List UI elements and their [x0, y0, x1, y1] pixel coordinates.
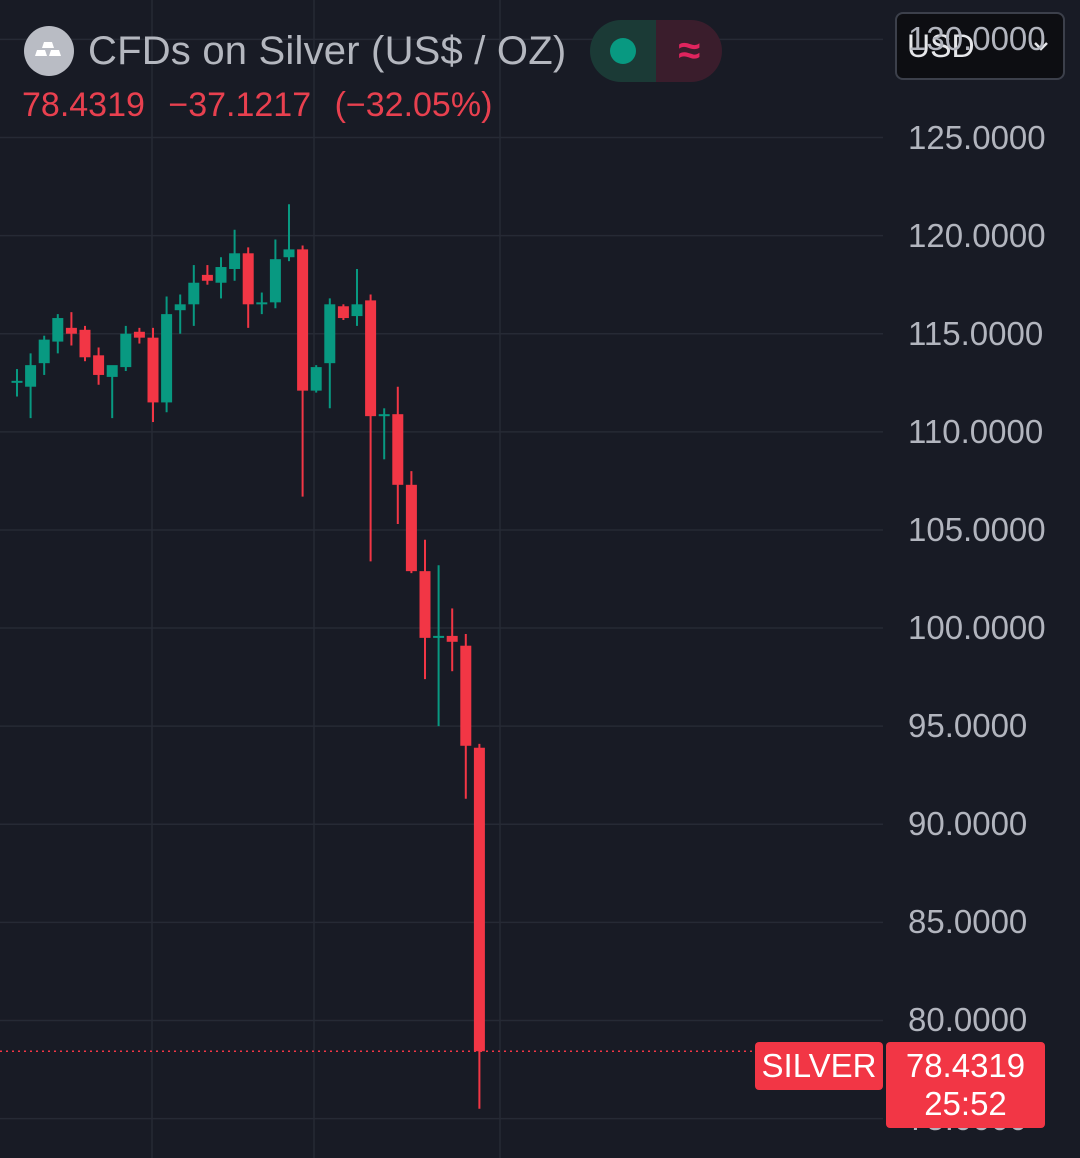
candle — [473, 743, 485, 1109]
candle-body — [133, 331, 145, 338]
candle — [25, 353, 37, 419]
candle — [446, 608, 458, 672]
candle-body — [351, 304, 363, 317]
delayed-data-wave-icon: ≈ — [678, 29, 701, 73]
chevron-down-icon — [1033, 41, 1049, 51]
candle — [283, 204, 295, 262]
candle-body — [337, 306, 349, 319]
y-tick-label: 90.0000 — [908, 805, 1028, 843]
candle-body — [324, 304, 336, 364]
candle-body — [174, 304, 186, 311]
market-status-pill[interactable]: ≈ — [590, 20, 723, 82]
candle-body — [446, 635, 458, 642]
candle — [147, 327, 159, 423]
candle — [65, 312, 77, 346]
last-price-symbol-label: SILVER — [755, 1042, 883, 1090]
candle-body — [229, 253, 241, 269]
candle — [365, 294, 377, 562]
candle — [242, 247, 254, 328]
candle-body — [161, 314, 173, 403]
price-change-percent: (−32.05%) — [334, 86, 493, 124]
y-tick-label: 110.0000 — [908, 412, 1044, 450]
market-open-dot-icon — [610, 38, 637, 64]
candle — [405, 471, 417, 574]
candle — [201, 265, 213, 285]
candle — [161, 296, 173, 413]
candle — [351, 268, 363, 326]
candle — [11, 369, 23, 397]
last-price-box: 78.4319 25:52 — [886, 1042, 1045, 1128]
y-tick-label: 130.0000 — [908, 20, 1046, 58]
candle-body — [106, 365, 118, 377]
candle — [297, 245, 309, 497]
candle-body — [11, 380, 23, 383]
candle-body — [283, 249, 295, 258]
candle-body — [79, 329, 91, 358]
candle — [106, 365, 118, 419]
candle-body — [310, 367, 322, 391]
candle — [324, 298, 336, 409]
candle-body — [38, 339, 50, 364]
y-tick-label: 120.0000 — [908, 216, 1046, 254]
candle — [229, 229, 241, 281]
candle — [460, 633, 472, 799]
candle — [337, 304, 349, 321]
candle — [310, 365, 322, 393]
candle — [392, 386, 404, 525]
candle-body — [256, 302, 268, 305]
candle-body — [242, 253, 254, 305]
candle-body — [93, 355, 105, 375]
last-price-value: 78.4319 — [905, 1047, 1026, 1084]
candle — [93, 347, 105, 385]
candle — [188, 265, 200, 326]
candle-body — [378, 414, 390, 417]
candle — [378, 408, 390, 460]
currency-value: USD — [907, 27, 975, 64]
y-tick-label: 80.0000 — [908, 1001, 1028, 1039]
candle — [419, 539, 431, 680]
y-tick-label: 115.0000 — [908, 314, 1044, 352]
candle-body — [120, 333, 132, 368]
candle-body — [419, 571, 431, 638]
candle-body — [473, 747, 485, 1052]
candle — [256, 292, 268, 315]
bar-countdown: 25:52 — [924, 1085, 1007, 1122]
candle — [269, 239, 281, 309]
candle — [174, 294, 186, 334]
y-tick-label: 105.0000 — [908, 510, 1046, 548]
candle-body — [460, 645, 472, 746]
symbol-header: CFDs on Silver (US$ / OZ) ≈ — [24, 20, 723, 82]
y-tick-label: 95.0000 — [908, 707, 1028, 745]
candle — [215, 257, 227, 299]
candle-body — [215, 267, 227, 283]
current-price: 78.4319 — [22, 86, 145, 124]
candle-body — [297, 249, 309, 391]
candle-body — [201, 274, 213, 281]
y-tick-label: 125.0000 — [908, 118, 1046, 156]
symbol-title[interactable]: CFDs on Silver (US$ / OZ) — [88, 28, 567, 73]
silver-bars-icon — [24, 26, 74, 76]
candle-body — [433, 635, 445, 638]
price-change: −37.1217 — [168, 86, 312, 124]
currency-select[interactable]: USD — [895, 12, 1065, 80]
candle-body — [269, 259, 281, 303]
y-tick-label: 100.0000 — [908, 609, 1046, 647]
candle — [52, 314, 64, 354]
candle-body — [392, 414, 404, 485]
candle-body — [365, 300, 377, 417]
price-summary: 78.4319 −37.1217 (−32.05%) — [22, 86, 506, 125]
candle — [38, 335, 50, 375]
candle — [79, 325, 91, 362]
candle — [120, 325, 132, 372]
candle-body — [405, 484, 417, 572]
candle-body — [188, 282, 200, 305]
candle — [433, 565, 445, 727]
candle-body — [65, 327, 77, 334]
candle-body — [147, 337, 159, 403]
y-tick-label: 85.0000 — [908, 903, 1028, 941]
candle-body — [52, 318, 64, 342]
candle — [133, 327, 145, 344]
candle-body — [25, 365, 37, 387]
